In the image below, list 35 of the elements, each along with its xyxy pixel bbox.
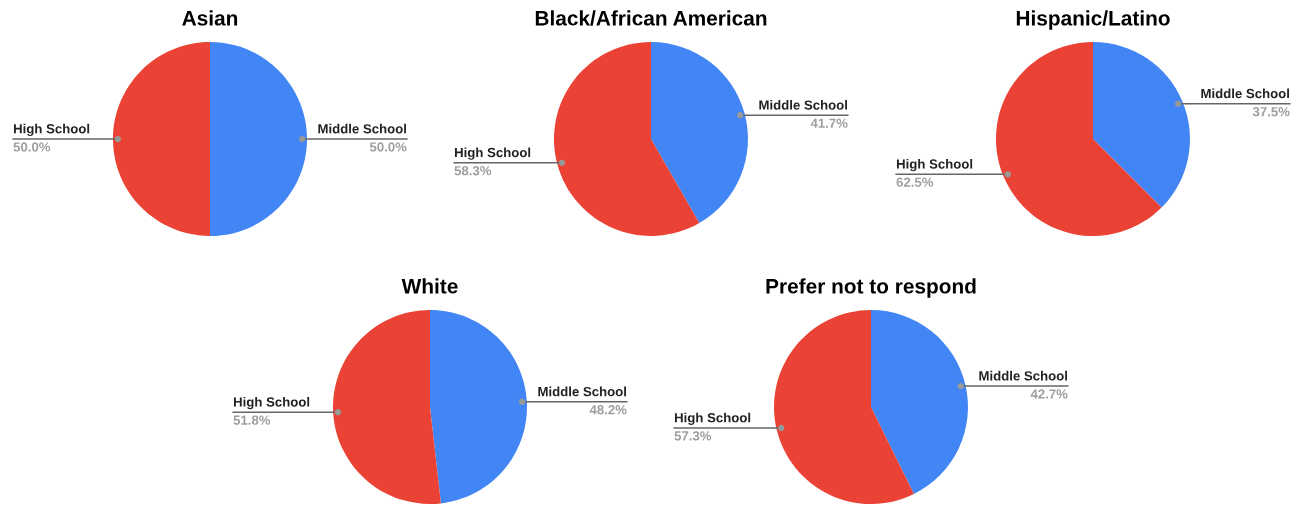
pie-slice [871, 310, 968, 494]
pie-slice [113, 42, 210, 236]
pie-slice [651, 42, 748, 224]
data-label: 41.7% [810, 118, 848, 128]
slice-label: High School [233, 396, 310, 410]
slice-label: High School [13, 123, 90, 137]
chart-title: Hispanic/Latino [1016, 10, 1170, 30]
data-label: 57.3% [674, 431, 712, 441]
pie-slice [333, 310, 441, 504]
pie-slice [1093, 42, 1190, 208]
data-label: 58.3% [454, 166, 492, 176]
slice-label: Middle School [1201, 88, 1289, 99]
slice-label: Middle School [979, 370, 1067, 381]
data-label: 42.7% [1030, 389, 1068, 399]
data-label: 50.0% [13, 142, 51, 152]
data-label: 50.0% [369, 142, 407, 152]
pie-slice [430, 310, 527, 504]
pie-slice [554, 42, 700, 236]
pie-slice [210, 42, 307, 236]
chart-title: Prefer not to respond [766, 278, 976, 298]
chart-title: White [401, 278, 458, 294]
pie-slice [774, 310, 914, 504]
slice-label: Middle School [759, 100, 847, 110]
chart-title: Black/African American [535, 10, 767, 26]
data-label: 62.5% [896, 177, 934, 187]
pie-slice [996, 42, 1162, 236]
slice-label: Middle School [318, 123, 406, 134]
chart-title: Asian [182, 10, 238, 26]
data-label: 48.2% [589, 405, 627, 415]
data-label: 51.8% [233, 415, 271, 425]
slice-label: High School [454, 147, 531, 160]
data-label: 37.5% [1252, 106, 1290, 117]
slice-label: High School [674, 412, 751, 426]
slice-label: High School [896, 159, 973, 172]
slice-label: Middle School [538, 386, 626, 397]
